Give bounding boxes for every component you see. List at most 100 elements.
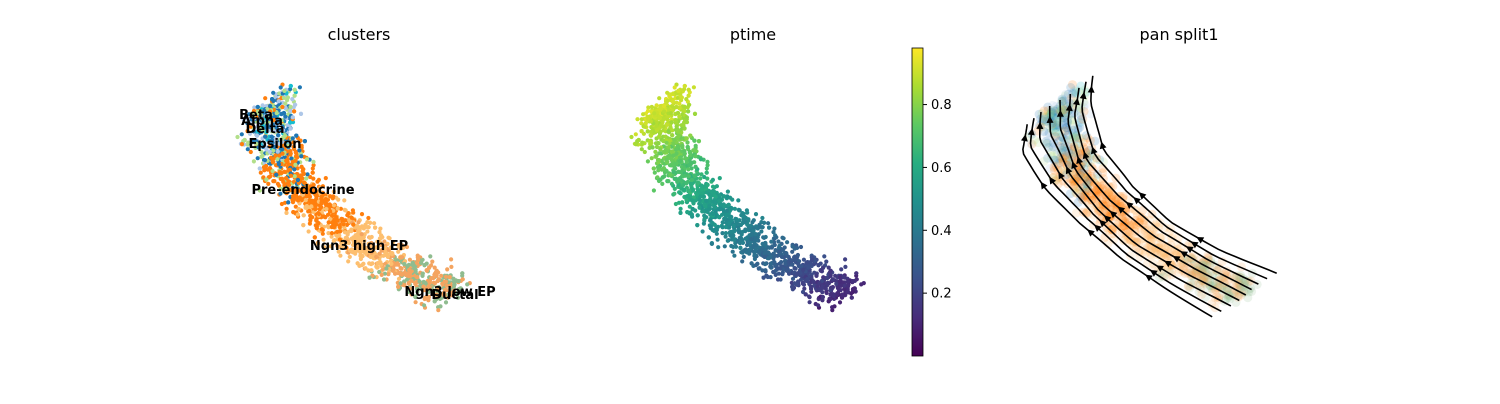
cluster-point [310, 166, 315, 171]
cluster-point [336, 197, 341, 202]
ptime-point [699, 187, 704, 192]
cluster-point [278, 186, 283, 191]
ptime-point [690, 206, 695, 212]
ptime-point [731, 237, 737, 242]
cluster-point [239, 142, 245, 147]
ptime-point [636, 137, 641, 143]
cluster-point [303, 198, 308, 203]
ptime-point [785, 267, 790, 272]
ptime-point [841, 275, 846, 280]
ptime-point [671, 169, 676, 174]
cluster-point [336, 249, 341, 254]
ptime-point [781, 236, 786, 241]
colorbar-gradient [911, 47, 924, 357]
ptime-point [682, 83, 687, 89]
ptime-point [693, 143, 698, 148]
cluster-point [309, 204, 314, 209]
ptime-point [697, 198, 702, 203]
ptime-point [787, 271, 792, 276]
cluster-point [455, 295, 460, 300]
ptime-point [740, 240, 746, 245]
ptime-point [843, 257, 848, 262]
cluster-point [384, 266, 389, 271]
cluster-point [242, 137, 247, 143]
ptime-point [731, 233, 736, 238]
ptime-point [696, 139, 702, 144]
cluster-point [432, 265, 437, 270]
cluster-point [257, 166, 262, 171]
ptime-point [713, 194, 718, 199]
ptime-point [687, 102, 692, 107]
ptime-point [720, 220, 725, 225]
ptime-point [682, 104, 687, 109]
ptime-point [790, 262, 795, 267]
cluster-point [293, 102, 298, 107]
cluster-point [278, 191, 283, 196]
ptime-point [672, 137, 677, 142]
ptime-point [725, 238, 730, 243]
ptime-point [740, 259, 745, 264]
cluster-point [355, 261, 360, 266]
cluster-point [284, 210, 289, 215]
ptime-point [715, 237, 720, 242]
ptime-point [665, 117, 670, 123]
ptime-point [762, 254, 767, 259]
ptime-point [668, 111, 673, 116]
ptime-point [695, 213, 700, 218]
ptime-point [689, 212, 694, 217]
cluster-point [258, 170, 263, 175]
cluster-point [357, 228, 362, 233]
ptime-point [822, 254, 827, 259]
ptime-point [733, 216, 738, 221]
ptime-point [662, 109, 667, 114]
cluster-point [307, 194, 313, 199]
ptime-point [820, 294, 825, 300]
cluster-point [288, 83, 293, 89]
cluster-point [310, 190, 315, 195]
ptime-point [710, 221, 715, 226]
cluster-point [377, 230, 382, 235]
ptime-point [792, 266, 797, 271]
ptime-point [698, 176, 703, 181]
cluster-point [319, 227, 325, 232]
streamline [1090, 75, 1278, 274]
ptime-point [775, 277, 781, 282]
ptime-point [722, 244, 727, 249]
cluster-point [328, 216, 333, 221]
ptime-point [701, 221, 707, 226]
ptime-point [672, 85, 677, 90]
cluster-point [239, 132, 244, 137]
ptime-point [713, 227, 719, 232]
cluster-point [349, 215, 354, 220]
ptime-point [669, 120, 674, 125]
cluster-point [343, 235, 348, 240]
cluster-point [443, 279, 448, 284]
colorbar-tick-label: 0.4 [931, 224, 952, 239]
ptime-point [753, 247, 758, 252]
cluster-point [343, 218, 348, 223]
ptime-point [747, 247, 752, 253]
colorbar-tick-label: 0.2 [931, 287, 952, 302]
ptime-point [790, 244, 795, 249]
cluster-point [368, 220, 373, 225]
ptime-point [837, 279, 843, 284]
pan-split1-title: pan split1 [1139, 25, 1218, 44]
cluster-point [438, 304, 443, 309]
ptime-point [678, 176, 683, 181]
ptime-point [845, 289, 850, 294]
cluster-point [395, 258, 400, 263]
cluster-point [407, 267, 412, 273]
ptime-point [654, 123, 659, 128]
cluster-point [314, 197, 319, 202]
ptime-point [645, 108, 651, 113]
ptime-point [753, 212, 759, 217]
cluster-point [288, 104, 293, 109]
ptime-point [722, 194, 727, 199]
cluster-point [379, 272, 384, 277]
ptime-point [700, 229, 705, 234]
ptime-point [849, 295, 854, 300]
ptime-point [736, 198, 741, 203]
cluster-point [405, 264, 410, 269]
cluster-point [290, 97, 295, 102]
cluster-point [270, 168, 275, 174]
